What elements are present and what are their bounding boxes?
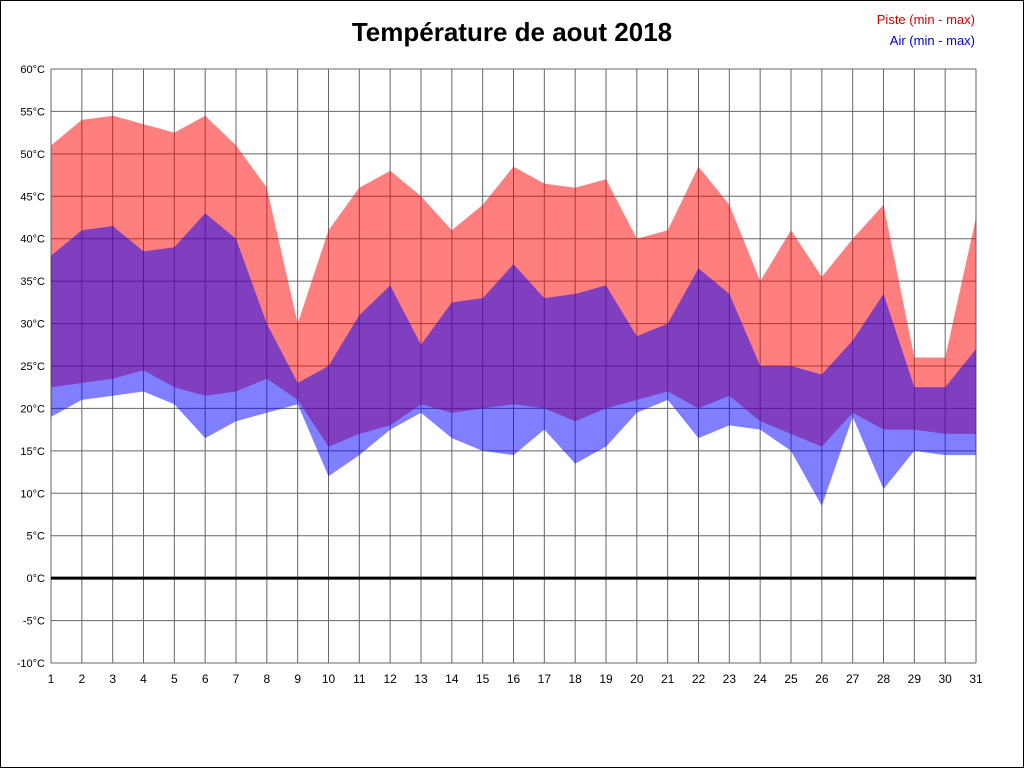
y-tick-label: 60°C [20,64,45,76]
x-tick-label: 15 [476,672,490,686]
x-tick-label: 13 [414,672,428,686]
y-tick-label: 20°C [20,403,45,415]
y-tick-label: 40°C [20,234,45,246]
x-tick-label: 12 [383,672,397,686]
x-tick-label: 30 [938,672,952,686]
x-tick-label: 7 [233,672,240,686]
x-tick-label: 20 [630,672,644,686]
x-tick-label: 3 [109,672,116,686]
x-tick-label: 10 [322,672,336,686]
x-tick-label: 26 [815,672,829,686]
x-tick-label: 21 [661,672,675,686]
x-tick-label: 19 [599,672,613,686]
y-tick-label: 50°C [20,149,45,161]
y-tick-label: 45°C [20,191,45,203]
y-tick-label: -5°C [23,616,45,628]
y-tick-label: 5°C [27,531,46,543]
x-tick-label: 6 [202,672,209,686]
x-tick-label: 22 [692,672,706,686]
x-tick-label: 25 [784,672,798,686]
x-tick-label: 24 [753,672,767,686]
x-tick-label: 27 [846,672,860,686]
y-tick-label: 15°C [20,446,45,458]
y-axis-labels: 60°C 55°C 50°C 45°C 40°C 35°C 30°C 25°C 20°C 15°C… [17,64,45,670]
x-tick-label: 4 [140,672,147,686]
x-tick-label: 2 [78,672,85,686]
x-tick-label: 14 [445,672,459,686]
x-tick-label: 31 [969,672,983,686]
x-tick-label: 16 [507,672,521,686]
air-band [51,213,976,507]
y-tick-label: 25°C [20,361,45,373]
x-tick-label: 5 [171,672,178,686]
x-tick-label: 8 [263,672,270,686]
x-tick-label: 17 [538,672,552,686]
y-tick-label: 10°C [20,488,45,500]
x-tick-label: 9 [294,672,301,686]
y-tick-label: 30°C [20,319,45,331]
legend: Piste (min - max) Air (min - max) [877,9,975,51]
x-tick-label: 11 [353,672,366,686]
x-tick-label: 28 [877,672,891,686]
x-tick-label: 23 [723,672,737,686]
y-tick-label: -10°C [17,658,45,670]
x-axis-labels: 1 2 3 4 5 6 7 8 9 10 11 12 13 14 15 16 17 18 19 20 21 22 23 24 2… [48,672,983,686]
chart-title: Température de aout 2018 [351,17,673,47]
y-tick-label: 55°C [20,106,45,118]
y-tick-label: 35°C [20,276,45,288]
x-tick-label: 1 [48,672,55,686]
x-tick-label: 29 [908,672,922,686]
y-tick-label: 0°C [27,573,46,585]
x-tick-label: 18 [568,672,582,686]
legend-air-label: Air (min - max) [889,33,975,48]
legend-piste-label: Piste (min - max) [876,12,975,27]
